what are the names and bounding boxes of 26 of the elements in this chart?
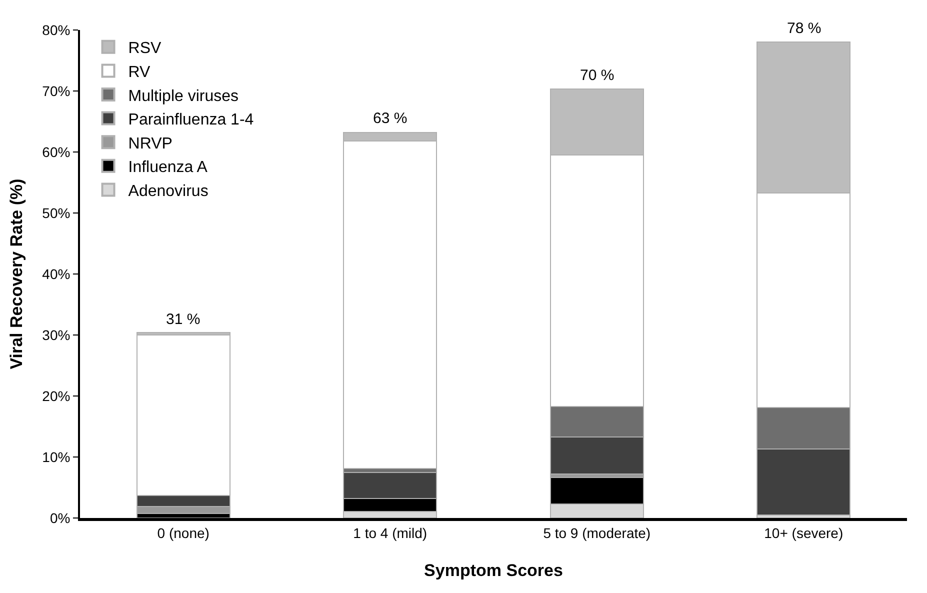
y-tick-label: 80% (42, 22, 70, 38)
y-tick-label: 20% (42, 388, 70, 404)
y-tick-label: 30% (42, 326, 70, 343)
legend-label: RSV (128, 40, 162, 58)
legend-label: Influenza A (128, 159, 208, 176)
x-tick-label: 10+ (severe) (764, 524, 844, 541)
y-tick-label: 50% (42, 204, 70, 221)
x-tick-label: 0 (none) (157, 524, 210, 541)
total-label: 31 % (166, 311, 200, 328)
legend-label: NRVP (128, 135, 172, 152)
y-tick-label: 40% (42, 266, 70, 282)
legend-label: Multiple viruses (128, 88, 239, 105)
y-tick-label: 70% (42, 82, 70, 99)
total-label: 63 % (373, 110, 408, 127)
y-tick-label: 10% (42, 448, 70, 465)
total-label: 78 % (787, 20, 822, 37)
x-axis-title: Symptom Scores (424, 561, 563, 580)
x-tick-label: 5 to 9 (moderate) (543, 524, 651, 541)
legend-label: RV (128, 64, 151, 81)
legend-label: Parainfluenza 1-4 (128, 112, 254, 129)
x-tick-label: 1 to 4 (mild) (353, 524, 428, 541)
y-axis-title: Viral Recovery Rate (%) (7, 178, 26, 370)
y-tick-label: 60% (42, 144, 70, 160)
legend-label: Adenovirus (128, 182, 208, 200)
total-label: 70 % (580, 67, 614, 84)
y-tick-label: 0% (50, 510, 70, 526)
